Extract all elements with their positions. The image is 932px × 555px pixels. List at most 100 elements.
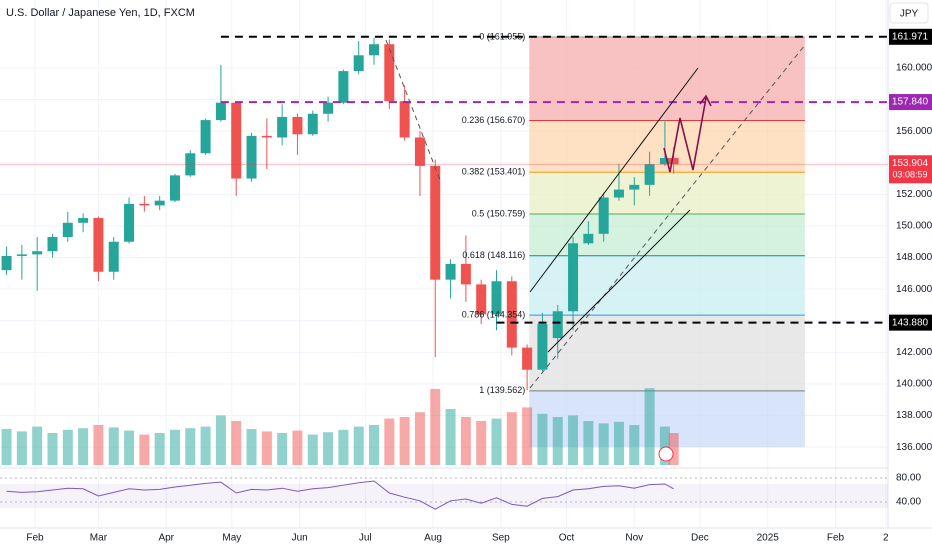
arrow-head bbox=[699, 94, 712, 107]
candle-body bbox=[613, 189, 624, 198]
candle-body bbox=[522, 347, 533, 370]
y-tick-label: 146.000 bbox=[896, 284, 932, 295]
price-badge bbox=[889, 28, 932, 45]
candle-body bbox=[169, 175, 180, 201]
volume-bar bbox=[338, 429, 349, 465]
x-tick-label: Jun bbox=[292, 533, 308, 544]
volume-bar bbox=[537, 413, 548, 465]
y-tick-label: 142.000 bbox=[896, 347, 932, 358]
candle-body bbox=[552, 311, 563, 339]
fib-zone bbox=[529, 172, 805, 214]
candle-body bbox=[200, 120, 211, 154]
y-tick-label: 138.000 bbox=[896, 410, 932, 421]
fib-label: 0.786 (144.354) bbox=[462, 310, 526, 320]
volume-bar bbox=[506, 412, 517, 465]
y-tick-label: 156.000 bbox=[896, 126, 932, 137]
volume-bar bbox=[231, 421, 242, 465]
volume-bar bbox=[414, 412, 425, 465]
volume-bar bbox=[399, 417, 410, 465]
candle-body bbox=[353, 55, 364, 72]
channel-lower bbox=[547, 209, 691, 353]
currency[interactable]: JPY bbox=[900, 9, 919, 20]
volume-bar bbox=[200, 426, 211, 465]
candle-body bbox=[78, 218, 89, 223]
candle-body bbox=[139, 203, 150, 206]
volume-bar bbox=[1, 429, 12, 465]
volume-bar bbox=[491, 418, 502, 465]
fib-label: 0.618 (148.116) bbox=[462, 250, 525, 260]
countdown: 03:08:59 bbox=[892, 170, 927, 180]
y-tick-label: 136.000 bbox=[896, 442, 932, 453]
price-badge bbox=[889, 314, 932, 331]
fib-label: 0.382 (153.401) bbox=[462, 167, 526, 177]
volume-bar bbox=[522, 407, 533, 465]
price-badge-label: 143.880 bbox=[892, 317, 929, 328]
channel-mid bbox=[529, 44, 806, 389]
candle-body bbox=[399, 101, 410, 138]
candle-body bbox=[292, 116, 303, 135]
volume-bar bbox=[124, 430, 135, 465]
volume-bar bbox=[598, 423, 609, 465]
price-badge-label: 157.840 bbox=[892, 97, 929, 108]
volume-bar bbox=[215, 415, 226, 465]
candle-body bbox=[568, 243, 579, 312]
rsi-line bbox=[6, 480, 674, 510]
volume-bar bbox=[568, 415, 579, 465]
candle-body bbox=[231, 102, 242, 179]
price-badge bbox=[889, 94, 932, 111]
volume-bar bbox=[583, 421, 594, 465]
candle-body bbox=[384, 44, 395, 102]
candle-body bbox=[537, 323, 548, 370]
candle-body bbox=[93, 218, 104, 272]
last-price-badge bbox=[889, 155, 932, 184]
candle-body bbox=[154, 200, 165, 206]
volume-bar bbox=[169, 429, 180, 465]
y-tick-label: 150.000 bbox=[896, 221, 932, 232]
candle-body bbox=[124, 203, 135, 242]
drawings bbox=[385, 39, 806, 389]
x-tick-label: Oct bbox=[559, 533, 575, 544]
currency-button[interactable] bbox=[889, 2, 929, 24]
candle-body bbox=[16, 254, 27, 256]
last-price-label: 153.904 bbox=[892, 158, 929, 169]
y-tick-label: 148.000 bbox=[896, 252, 932, 263]
candle-body bbox=[445, 263, 456, 280]
candle-body bbox=[32, 251, 43, 255]
volume-bar bbox=[93, 425, 104, 465]
channel-upper bbox=[529, 67, 699, 293]
candle-body bbox=[629, 184, 640, 190]
volume-bar bbox=[185, 428, 196, 465]
x-tick-label: Feb bbox=[26, 533, 44, 544]
volume-bar bbox=[644, 388, 655, 465]
x-tick-label: 2 bbox=[883, 533, 889, 544]
fib-zone bbox=[529, 315, 805, 391]
volume-bar bbox=[659, 426, 670, 465]
volume-bar bbox=[139, 434, 150, 465]
volume-bar bbox=[62, 429, 73, 465]
fib-zone bbox=[529, 37, 805, 121]
x-tick-label: May bbox=[222, 533, 241, 544]
candle-body bbox=[414, 137, 425, 166]
volume-bar bbox=[108, 427, 119, 465]
volume-bar bbox=[369, 425, 380, 465]
event-icon[interactable] bbox=[658, 446, 674, 462]
candle-body bbox=[476, 284, 487, 315]
volume-bar bbox=[613, 421, 624, 465]
volume-bar bbox=[629, 425, 640, 465]
candle-body bbox=[491, 281, 502, 315]
rsi-tick-label: 40.00 bbox=[896, 497, 921, 508]
volume-bar bbox=[476, 421, 487, 465]
volume-bar bbox=[668, 433, 679, 465]
x-tick-label: Dec bbox=[691, 533, 709, 544]
volume-bar bbox=[16, 431, 27, 465]
volume-bar bbox=[292, 430, 303, 465]
volume-bar bbox=[47, 433, 58, 465]
volume-bar bbox=[552, 417, 563, 465]
x-tick-label: Sep bbox=[492, 533, 510, 544]
candle-body bbox=[307, 113, 318, 135]
fib-label: 0.5 (150.759) bbox=[472, 208, 526, 218]
candle-body bbox=[668, 158, 679, 165]
candles bbox=[1, 37, 679, 465]
volume-bar bbox=[430, 389, 441, 465]
price-badge-label: 161.971 bbox=[892, 31, 929, 42]
